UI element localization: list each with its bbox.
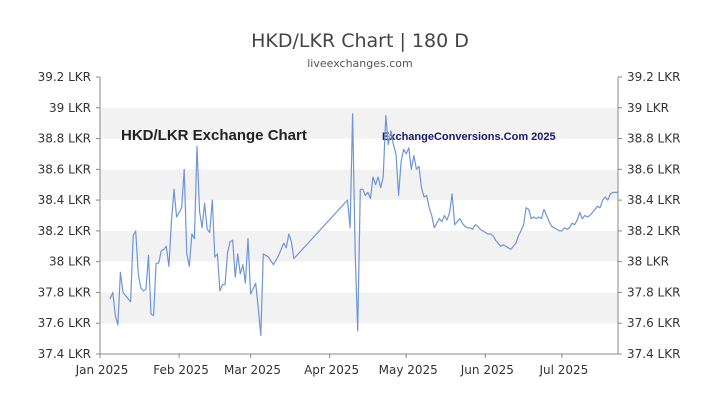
y-tick-label: 37.4 LKR (627, 347, 680, 361)
watermark-left: HKD/LKR Exchange Chart (121, 127, 307, 144)
y-tick-label: 39 LKR (627, 101, 669, 115)
series-line (109, 113, 619, 337)
y-tick-label: 38.8 LKR (38, 132, 91, 146)
y-tick-label: 38.8 LKR (627, 132, 680, 146)
y-tick-label: 38.4 LKR (627, 193, 680, 207)
chart-axes (99, 77, 619, 355)
grid-band (100, 292, 618, 324)
y-tick-label: 39.2 LKR (627, 70, 680, 84)
x-tick-label: Feb 2025 (153, 363, 209, 377)
y-tick-label: 39.2 LKR (38, 70, 91, 84)
grid-band (100, 107, 618, 139)
x-tick-label: Jun 2025 (460, 363, 514, 377)
x-tick-label: Jul 2025 (538, 363, 588, 377)
chart-subtitle: liveexchanges.com (307, 57, 412, 70)
y-tick-label: 37.8 LKR (38, 285, 91, 299)
x-tick-label: Apr 2025 (304, 363, 359, 377)
y-tick-label: 37.4 LKR (38, 347, 91, 361)
y-tick-label: 39 LKR (49, 101, 91, 115)
y-tick-label: 37.6 LKR (627, 316, 680, 330)
y-axis-right-ticks: 39.2 LKR 39 LKR 38.8 LKR 38.6 LKR 38.4 LKR 38… (618, 70, 680, 361)
grid-band (100, 169, 618, 201)
x-tick-label: Mar 2025 (224, 363, 281, 377)
x-axis-ticks: Jan 2025 Feb 2025 Mar 2025 Apr 2025 May 2025… (75, 354, 588, 377)
watermark-right: ExchangeConversions.Com 2025 (382, 131, 556, 143)
y-tick-label: 38 LKR (627, 255, 669, 269)
y-tick-label: 38.6 LKR (38, 162, 91, 176)
x-tick-label: Jan 2025 (75, 363, 129, 377)
y-tick-label: 38.2 LKR (627, 224, 680, 238)
chart-title: HKD/LKR Chart | 180 D (251, 30, 469, 52)
y-tick-label: 38.6 LKR (627, 162, 680, 176)
y-tick-label: 37.6 LKR (38, 316, 91, 330)
y-tick-label: 38.2 LKR (38, 224, 91, 238)
y-tick-label: 37.8 LKR (627, 285, 680, 299)
y-tick-label: 38 LKR (49, 255, 91, 269)
y-tick-label: 38.4 LKR (38, 193, 91, 207)
series-layer (109, 113, 619, 337)
y-axis-left-ticks: 39.2 LKR 39 LKR 38.8 LKR 38.6 LKR 38.4 LKR 38… (38, 70, 100, 361)
x-tick-label: May 2025 (379, 363, 438, 377)
